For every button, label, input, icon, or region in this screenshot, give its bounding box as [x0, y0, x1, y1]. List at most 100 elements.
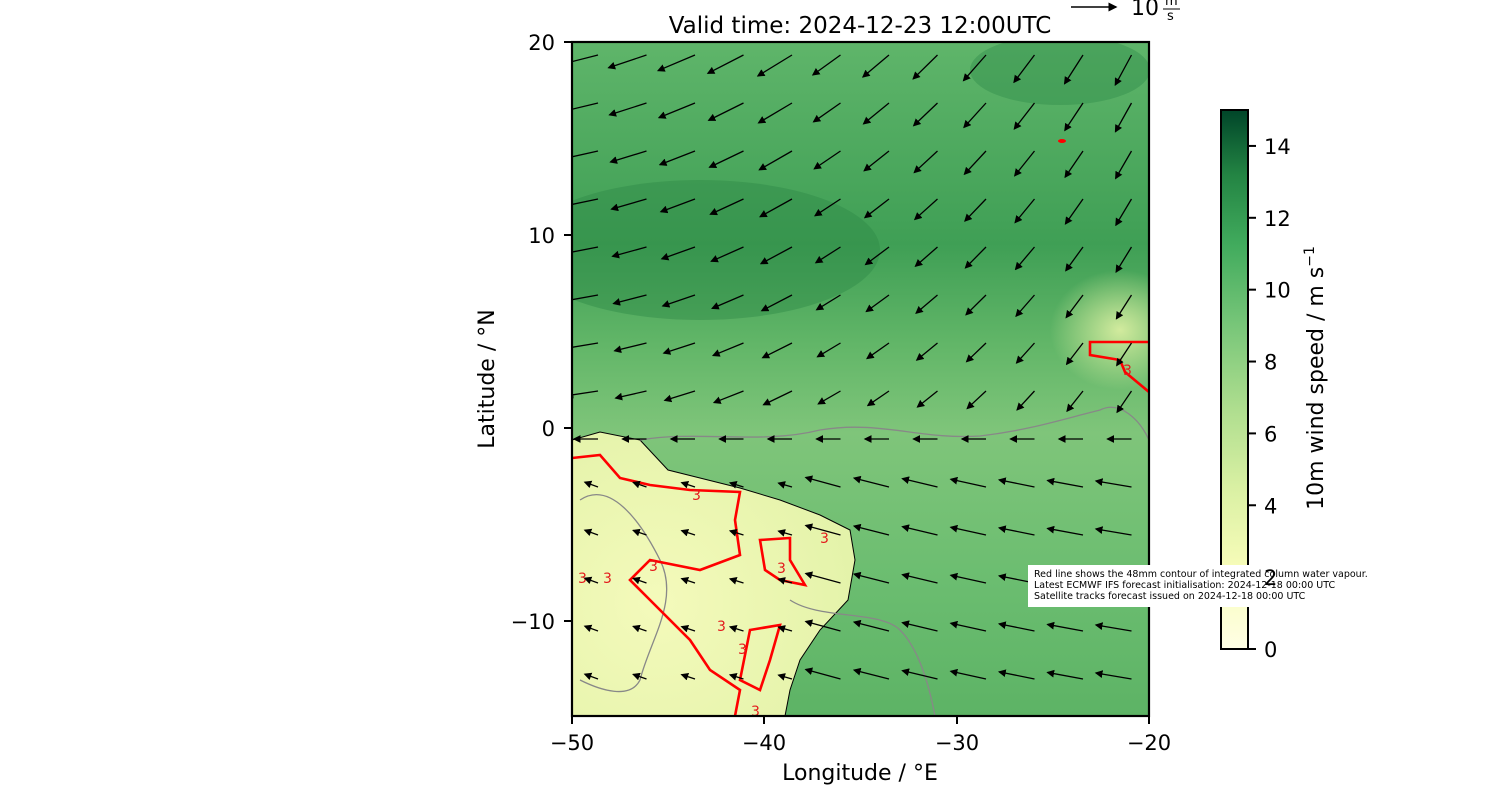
colorbar-tick-label: 0 — [1264, 638, 1277, 662]
wind-vector — [659, 198, 696, 214]
contour-label: 3 — [820, 531, 829, 547]
wind-vector — [916, 390, 938, 408]
weak-wind-patch-east — [1050, 270, 1149, 390]
wind-vector — [610, 198, 647, 212]
annotation-background — [1028, 565, 1263, 607]
wind-vector — [777, 481, 793, 489]
wind-vector — [1115, 246, 1133, 273]
wind-vector — [728, 577, 744, 585]
wind-vector — [632, 672, 647, 681]
wind-vector — [1013, 150, 1036, 177]
wind-vector — [709, 198, 744, 216]
wind-vector — [804, 571, 841, 584]
wind-vector — [661, 294, 696, 308]
wind-vector — [1065, 342, 1084, 366]
red-contour-east — [1088, 340, 1149, 393]
wind-vector — [1064, 198, 1084, 225]
wind-vector — [912, 54, 938, 80]
wind-vector — [632, 576, 647, 585]
wind-vector — [949, 524, 987, 536]
wind-vector — [572, 342, 599, 352]
wind-vector — [1116, 342, 1133, 367]
wind-vector — [804, 475, 841, 488]
map-title: Valid time: 2024-12-23 12:00UTC — [669, 13, 1052, 39]
wind-vector — [1064, 150, 1084, 179]
quiver-key: 10 m s — [1071, 0, 1180, 24]
wind-vector — [658, 150, 696, 166]
wind-vector — [632, 528, 647, 537]
wind-vector — [611, 246, 647, 259]
wind-vector — [1116, 390, 1133, 414]
contour-label: 3 — [578, 571, 587, 587]
wind-vector — [762, 390, 793, 406]
colorbar-tick-label: 8 — [1264, 351, 1277, 375]
wind-vector — [962, 54, 987, 82]
map-frame — [570, 40, 1151, 718]
wind-vector — [760, 294, 793, 312]
x-axis: −50 −40 −30 −20 Longitude / °E — [550, 716, 1171, 786]
quiver-key-unit-den: s — [1167, 9, 1174, 24]
wind-vector — [608, 102, 647, 117]
wind-vector — [1094, 670, 1132, 680]
x-tick-label: −20 — [1127, 731, 1171, 755]
wind-vector — [1046, 525, 1084, 536]
wind-vector — [1014, 198, 1036, 224]
wind-vector — [863, 150, 890, 172]
wind-vector — [777, 625, 793, 633]
wind-vector — [680, 528, 696, 537]
wind-vector — [816, 342, 841, 358]
wind-vector — [915, 294, 938, 314]
contour-label: 3 — [777, 561, 786, 577]
wind-vector — [814, 246, 841, 264]
wind-vector — [814, 198, 841, 217]
wind-vector — [964, 198, 987, 222]
wind-vector — [1114, 54, 1133, 87]
wind-vector — [1094, 526, 1132, 536]
y-tick-label: 20 — [528, 31, 555, 55]
wind-vector — [901, 476, 938, 488]
wind-vectors — [572, 54, 1133, 681]
wind-vector — [852, 619, 890, 632]
wind-vector — [813, 150, 841, 170]
wind-vector — [901, 668, 938, 680]
wind-vector — [1115, 150, 1133, 180]
wind-vector — [1094, 478, 1132, 488]
contour-label: 3 — [692, 488, 701, 504]
wind-vector — [609, 150, 647, 164]
wind-vector — [1065, 246, 1084, 272]
wind-vector — [965, 294, 987, 316]
wind-vector — [964, 246, 987, 269]
gray-contour-itcz — [639, 406, 1149, 441]
wind-vector — [912, 102, 938, 127]
colorbar: 14 12 10 8 6 4 2 0 10m wind speed / m s−1 — [1220, 109, 1329, 662]
wind-vector — [583, 624, 599, 633]
quiver-key-label: 10 — [1131, 0, 1159, 21]
wind-vector — [804, 667, 841, 680]
wind-vector — [777, 673, 793, 681]
annotation-line-3: Satellite tracks forecast issued on 2024… — [1034, 591, 1306, 602]
wind-vector — [572, 198, 599, 206]
wind-vector — [777, 577, 793, 585]
y-axis-label: Latitude / °N — [475, 309, 500, 448]
wind-vector — [1046, 621, 1084, 632]
wind-vector — [866, 390, 890, 407]
wind-vector — [811, 54, 841, 76]
wind-vector — [1013, 54, 1036, 84]
wind-vector — [812, 102, 841, 123]
wind-vector — [1015, 342, 1035, 364]
wind-vector — [632, 624, 647, 633]
wind-vector — [757, 102, 793, 124]
colorbar-ticks: 14 12 10 8 6 4 2 0 — [1248, 135, 1291, 662]
annotation-line-2: Latest ECMWF IFS forecast initialisation… — [1034, 580, 1335, 591]
contour-label: 3 — [717, 619, 726, 635]
wind-vector — [862, 102, 890, 125]
wind-vector — [706, 54, 744, 74]
wind-vector — [949, 572, 987, 584]
wind-vector — [572, 294, 599, 301]
wind-vector — [997, 621, 1035, 632]
wind-vector — [949, 668, 987, 680]
wind-vector — [1066, 390, 1084, 413]
contour-label: 3 — [649, 559, 658, 575]
wind-vector — [708, 150, 744, 168]
